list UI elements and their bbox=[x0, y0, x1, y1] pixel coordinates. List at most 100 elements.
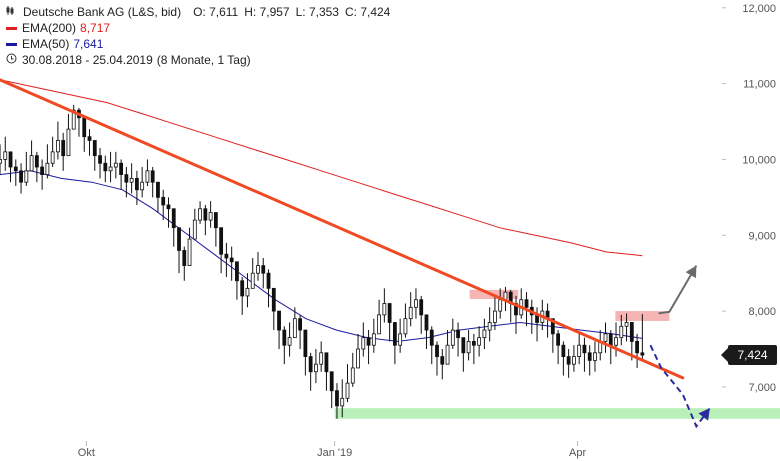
candle-body bbox=[71, 109, 76, 130]
candle-body bbox=[261, 265, 266, 274]
bearish-arrow-head bbox=[698, 408, 710, 421]
candle-body bbox=[150, 170, 155, 183]
candle-body bbox=[3, 151, 8, 160]
legend-period-row: 30.08.2018 - 25.04.2019 (8 Monate, 1 Tag… bbox=[6, 52, 396, 68]
candle-body bbox=[582, 344, 587, 354]
candle-body bbox=[419, 299, 424, 316]
candle-body bbox=[61, 140, 66, 157]
period-interval: (8 Monate, 1 Tag) bbox=[156, 53, 251, 67]
candle-body bbox=[287, 337, 292, 346]
candle-body bbox=[282, 329, 287, 346]
candle-body bbox=[572, 356, 576, 365]
x-tick-label: Okt bbox=[78, 447, 95, 459]
x-tick-label: Jan '19 bbox=[317, 447, 352, 459]
y-tick-label: 10,000 bbox=[742, 154, 776, 166]
candle-body bbox=[477, 337, 482, 346]
candle-body bbox=[487, 322, 492, 331]
candle-body bbox=[566, 356, 571, 365]
bearish-arrow bbox=[649, 344, 711, 429]
downtrend-line bbox=[0, 78, 685, 380]
ema200-value: 8,717 bbox=[80, 21, 111, 35]
y-tick-label: 7,000 bbox=[748, 382, 776, 394]
candle-body bbox=[29, 155, 34, 172]
y-axis: 7,000 8,000 9,000 10,000 11,000 12,000 bbox=[722, 3, 776, 394]
candle-body bbox=[593, 352, 597, 361]
candle-body bbox=[624, 322, 629, 327]
candle-body bbox=[640, 352, 645, 356]
candle-body bbox=[229, 257, 234, 263]
ema200-polyline bbox=[0, 79, 643, 257]
period-range: 30.08.2018 - 25.04.2019 bbox=[22, 53, 153, 67]
candle-body bbox=[524, 299, 529, 308]
candle-body bbox=[108, 166, 113, 172]
candle-body bbox=[87, 136, 92, 141]
candle-body bbox=[271, 287, 276, 312]
candle-body bbox=[398, 333, 403, 346]
candle-body bbox=[424, 314, 429, 331]
ema50-label: EMA(50) bbox=[22, 37, 70, 51]
y-tick-label: 12,000 bbox=[742, 3, 776, 15]
support-zone bbox=[334, 408, 780, 419]
y-tick-label: 11,000 bbox=[743, 79, 776, 91]
candle-body bbox=[198, 208, 202, 221]
current-price-label: 7,424 bbox=[721, 345, 777, 366]
candle-body bbox=[350, 367, 355, 384]
ema50-swatch-icon bbox=[6, 42, 17, 46]
candle-body bbox=[629, 322, 634, 342]
candle-body bbox=[619, 325, 624, 339]
candle-body bbox=[498, 299, 503, 312]
candle-body bbox=[213, 212, 218, 229]
candle-body bbox=[124, 174, 129, 183]
x-axis: Okt Jan '19 Apr bbox=[78, 441, 586, 459]
candle-body bbox=[292, 318, 297, 339]
candle-body bbox=[345, 382, 350, 399]
candle-body bbox=[382, 303, 387, 316]
candle-body bbox=[82, 117, 87, 138]
candle-body bbox=[240, 280, 245, 297]
candle-body bbox=[482, 329, 487, 339]
candle-body bbox=[277, 310, 281, 331]
bullish-arrow bbox=[658, 265, 698, 315]
candle-body bbox=[208, 212, 213, 221]
candle-body bbox=[66, 128, 71, 157]
candle-body bbox=[335, 390, 339, 407]
candle-body bbox=[219, 227, 224, 255]
candle-body bbox=[635, 341, 639, 354]
candle-body bbox=[392, 322, 397, 346]
candle-body bbox=[235, 261, 239, 282]
candle-body bbox=[608, 333, 613, 346]
candle-body bbox=[171, 208, 176, 229]
candle-body bbox=[245, 287, 250, 297]
projection-arrows bbox=[649, 265, 711, 429]
ema200-swatch-icon bbox=[6, 26, 17, 30]
trendline bbox=[0, 78, 685, 380]
candle-body bbox=[445, 344, 450, 365]
candle-body bbox=[414, 299, 418, 308]
open-value: O: 7,611 bbox=[193, 5, 239, 19]
candle-body bbox=[129, 177, 134, 183]
ema50-polyline bbox=[0, 170, 643, 342]
legend-ema200-row: EMA(200) 8,717 bbox=[6, 20, 396, 36]
candle-body bbox=[177, 227, 181, 251]
legend-instrument-row: Deutsche Bank AG (L&S, bid) O: 7,611 H: … bbox=[6, 4, 396, 20]
ema50-value: 7,641 bbox=[73, 37, 104, 51]
candle-body bbox=[466, 341, 471, 354]
candle-body bbox=[366, 337, 371, 346]
candle-body bbox=[471, 341, 476, 346]
candle-body bbox=[603, 333, 608, 342]
candle-body bbox=[224, 253, 229, 259]
candle-body bbox=[303, 329, 308, 357]
candle-body bbox=[56, 140, 60, 153]
bullish-arrow-head bbox=[685, 265, 697, 279]
instrument-name: Deutsche Bank AG (L&S, bid) bbox=[23, 5, 182, 19]
candle-body bbox=[98, 155, 102, 164]
candle-body bbox=[8, 151, 13, 168]
candle-body bbox=[614, 337, 618, 346]
candle-body bbox=[166, 204, 171, 210]
candle-body bbox=[377, 314, 381, 335]
chart-legend: Deutsche Bank AG (L&S, bid) O: 7,611 H: … bbox=[6, 4, 396, 68]
candle-body bbox=[461, 337, 466, 354]
candle-body bbox=[145, 170, 150, 183]
ema200-label: EMA(200) bbox=[22, 21, 77, 35]
